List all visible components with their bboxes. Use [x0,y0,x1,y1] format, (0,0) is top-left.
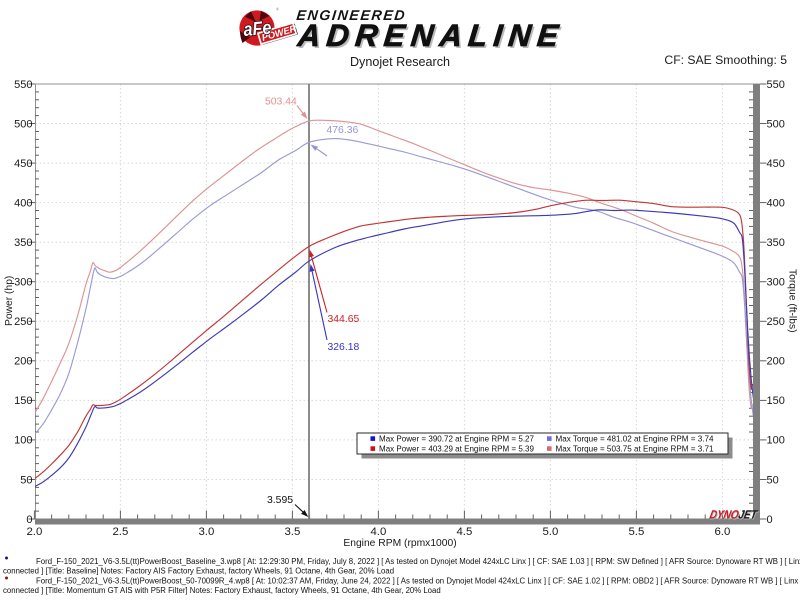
svg-text:Engine RPM (rpmx1000): Engine RPM (rpmx1000) [343,538,456,549]
svg-text:200: 200 [767,356,785,368]
svg-text:3.595: 3.595 [267,495,293,506]
svg-text:350: 350 [767,237,785,249]
svg-text:6.0: 6.0 [714,526,730,538]
svg-text:Dynojet Research: Dynojet Research [350,55,450,69]
svg-text:Ford_F-150_2021_V6-3.5L(tt)Pow: Ford_F-150_2021_V6-3.5L(tt)PowerBoost_50… [36,577,800,586]
svg-text:Max Torque = 481.02 at Engine: Max Torque = 481.02 at Engine RPM = 3.74 [556,434,714,443]
svg-text:503.44: 503.44 [265,97,297,108]
svg-text:Torque (ft-lbs): Torque (ft-lbs) [787,269,798,333]
svg-text:550: 550 [767,79,785,91]
svg-text:476.36: 476.36 [327,125,359,136]
svg-text:150: 150 [767,395,785,407]
svg-text:550: 550 [14,79,32,91]
svg-text:500: 500 [767,118,785,130]
svg-text:150: 150 [14,395,32,407]
svg-text:250: 250 [14,316,32,328]
svg-text:300: 300 [767,277,785,289]
svg-text:DYNOJET: DYNOJET [709,509,760,523]
svg-text:200: 200 [14,356,32,368]
svg-text:50: 50 [767,474,779,486]
svg-text:250: 250 [767,316,785,328]
svg-text:100: 100 [767,435,785,447]
svg-text:350: 350 [14,237,32,249]
svg-text:3.0: 3.0 [198,526,214,538]
svg-text:50: 50 [20,474,32,486]
svg-text:®: ® [276,7,279,12]
svg-text:5.0: 5.0 [542,526,558,538]
svg-text:Power (hp): Power (hp) [4,276,15,326]
svg-text:CF: SAE Smoothing: 5: CF: SAE Smoothing: 5 [664,53,787,67]
svg-text:500: 500 [14,118,32,130]
svg-text:0: 0 [26,514,32,526]
svg-text:Max Torque = 503.75 at Engine: Max Torque = 503.75 at Engine RPM = 3.71 [556,444,714,453]
svg-text:connected ] [Title: Momentum G: connected ] [Title: Momentum GT AIS with… [3,586,441,595]
svg-text:400: 400 [767,197,785,209]
svg-text:100: 100 [14,435,32,447]
svg-text:450: 450 [14,158,32,170]
svg-text:ENGINEERED: ENGINEERED [296,8,407,24]
svg-text:Max Power = 390.72 at Engine R: Max Power = 390.72 at Engine RPM = 5.27 [379,434,534,443]
svg-text:5.5: 5.5 [628,526,644,538]
svg-text:344.65: 344.65 [328,314,360,325]
svg-text:aFe: aFe [243,18,273,41]
svg-text:connected ] [Title: Baseline]: connected ] [Title: Baseline] Notes: Fac… [3,566,394,575]
svg-text:4.5: 4.5 [456,526,472,538]
svg-text:ADRENALINE: ADRENALINE [295,18,566,53]
svg-text:ADRENALINE: ADRENALINE [297,20,568,55]
svg-text:3.5: 3.5 [284,526,300,538]
svg-text:0: 0 [767,514,773,526]
svg-text:DYNOJET: DYNOJET [708,508,759,522]
svg-text:300: 300 [14,277,32,289]
svg-text:Max Power = 403.29 at Engine R: Max Power = 403.29 at Engine RPM = 5.39 [379,444,534,453]
svg-text:Ford_F-150_2021_V6-3.5L(tt)Pow: Ford_F-150_2021_V6-3.5L(tt)PowerBoost_Ba… [36,557,800,566]
svg-text:400: 400 [14,197,32,209]
svg-text:450: 450 [767,158,785,170]
svg-text:2.0: 2.0 [26,526,42,538]
svg-text:4.0: 4.0 [370,526,386,538]
svg-text:326.18: 326.18 [328,342,360,353]
svg-text:2.5: 2.5 [112,526,128,538]
